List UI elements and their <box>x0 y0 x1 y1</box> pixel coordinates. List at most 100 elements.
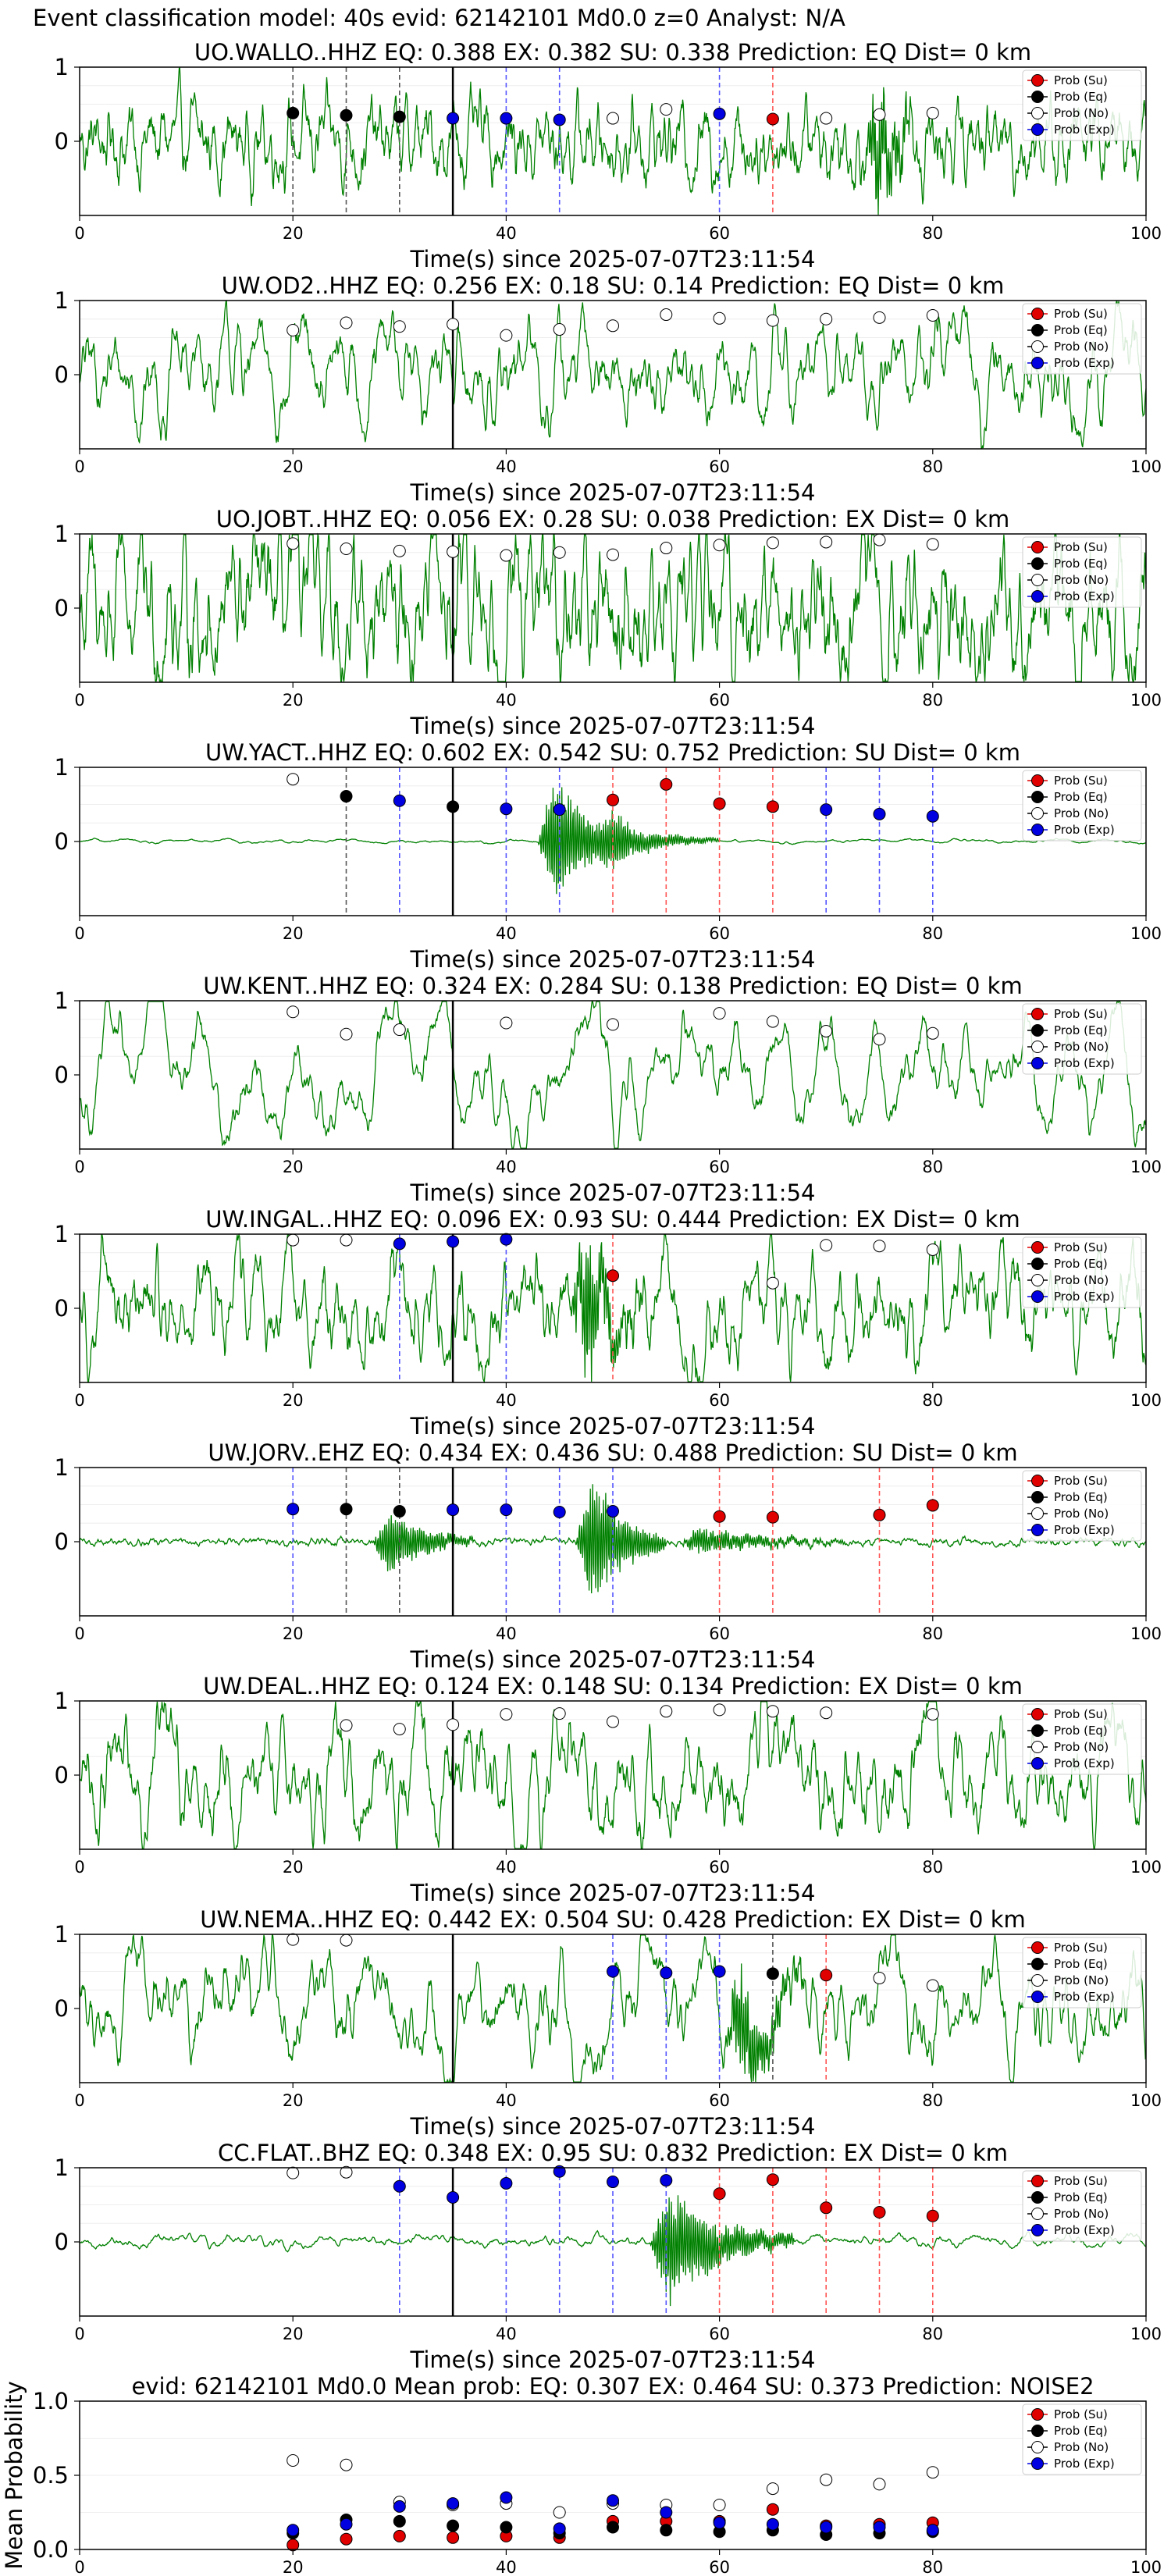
panel-title: UW.JORV..EHZ EQ: 0.434 EX: 0.436 SU: 0.4… <box>208 1439 1017 1466</box>
station-panel: UW.YACT..HHZ EQ: 0.602 EX: 0.542 SU: 0.7… <box>55 739 1162 973</box>
mean-point <box>820 2473 833 2486</box>
probability-point <box>713 107 726 120</box>
legend-marker <box>1031 107 1044 119</box>
mean-point <box>607 2494 619 2507</box>
y-tick-label: 1 <box>55 1921 69 1948</box>
legend-entry: Prob (Su) <box>1054 1240 1108 1254</box>
x-tick-label: 0 <box>74 2091 84 2110</box>
mean-point <box>287 2454 300 2467</box>
legend-entry: Prob (No) <box>1054 340 1109 354</box>
probability-point <box>873 1508 886 1521</box>
probability-point <box>393 1237 406 1251</box>
legend-marker <box>1031 1757 1044 1770</box>
x-tick-label: 80 <box>922 691 943 710</box>
legend-entry: Prob (No) <box>1054 106 1109 120</box>
legend: Prob (Su) Prob (Eq) Prob (No) Prob (Exp) <box>1022 1470 1142 1542</box>
x-tick-label: 100 <box>1130 924 1162 943</box>
legend-entry: Prob (No) <box>1054 1740 1109 1754</box>
x-tick-label: 100 <box>1130 1391 1162 1410</box>
legend-marker <box>1031 574 1044 586</box>
legend-entry: Prob (Exp) <box>1054 1990 1115 2004</box>
probability-point <box>340 1719 353 1732</box>
probability-point <box>713 797 726 810</box>
x-tick-label: 20 <box>283 691 304 710</box>
probability-point <box>660 777 673 791</box>
legend-marker <box>1031 791 1044 803</box>
series-no <box>287 2454 939 2519</box>
probability-point <box>393 1505 406 1518</box>
legend-entry: Prob (Su) <box>1054 2407 1108 2421</box>
y-tick-label: 1 <box>55 1688 69 1714</box>
legend-marker <box>1031 1241 1044 1254</box>
x-tick-label: 60 <box>709 1158 730 1176</box>
x-tick-label: 40 <box>496 2091 517 2110</box>
legend-entry: Prob (Exp) <box>1054 2223 1115 2237</box>
x-tick-label: 40 <box>496 1858 517 1877</box>
probability-point <box>340 1027 353 1041</box>
panel-title: UW.YACT..HHZ EQ: 0.602 EX: 0.542 SU: 0.7… <box>205 739 1020 766</box>
mean-point <box>500 2491 513 2504</box>
probability-point <box>287 1933 300 1946</box>
probability-point <box>820 1239 833 1252</box>
mean-point <box>660 2506 673 2519</box>
station-panel: UW.DEAL..HHZ EQ: 0.124 EX: 0.148 SU: 0.1… <box>55 1673 1162 1906</box>
x-tick-label: 20 <box>283 2558 304 2576</box>
waveform-trace <box>79 532 1147 683</box>
station-panel: CC.FLAT..BHZ EQ: 0.348 EX: 0.95 SU: 0.83… <box>55 2140 1162 2373</box>
probability-point <box>713 1703 726 1717</box>
x-tick-label: 60 <box>709 1624 730 1643</box>
station-panel: UW.NEMA..HHZ EQ: 0.442 EX: 0.504 SU: 0.4… <box>55 1906 1162 2140</box>
x-tick-label: 20 <box>283 1158 304 1176</box>
legend-box <box>1022 303 1142 375</box>
panel-title: UW.KENT..HHZ EQ: 0.324 EX: 0.284 SU: 0.1… <box>203 973 1022 999</box>
x-axis-label: Time(s) since 2025-07-07T23:11:54 <box>410 1646 816 1673</box>
station-panel: UO.WALLO..HHZ EQ: 0.388 EX: 0.382 SU: 0.… <box>55 39 1162 272</box>
legend-marker <box>1031 2208 1044 2220</box>
probability-point <box>766 800 779 813</box>
x-tick-label: 20 <box>283 1391 304 1410</box>
waveform-trace <box>79 301 1147 449</box>
x-tick-label: 40 <box>496 1158 517 1176</box>
legend-entry: Prob (Exp) <box>1054 1290 1115 1304</box>
legend-entry: Prob (Su) <box>1054 1941 1108 1955</box>
legend-entry: Prob (No) <box>1054 1273 1109 1287</box>
x-tick-label: 40 <box>496 457 517 476</box>
x-axis-label: Time(s) since 2025-07-07T23:11:54 <box>410 713 816 739</box>
panel-title: UW.NEMA..HHZ EQ: 0.442 EX: 0.504 SU: 0.4… <box>200 1906 1026 1933</box>
legend-entry: Prob (No) <box>1054 573 1109 587</box>
x-tick-label: 80 <box>922 1391 943 1410</box>
x-tick-label: 80 <box>922 924 943 943</box>
legend-entry: Prob (Su) <box>1054 774 1108 788</box>
mean-point <box>447 2531 460 2544</box>
legend-marker <box>1031 1041 1044 1053</box>
mean-point <box>873 2478 886 2491</box>
x-tick-label: 100 <box>1130 1858 1162 1877</box>
station-panel: UW.OD2..HHZ EQ: 0.256 EX: 0.18 SU: 0.14 … <box>55 272 1162 506</box>
y-tick-label: 1 <box>55 2154 69 2181</box>
probability-point <box>873 108 886 121</box>
probability-point <box>500 2176 513 2190</box>
mean-point <box>766 2503 779 2516</box>
x-tick-label: 80 <box>922 2325 943 2343</box>
legend-marker <box>1031 1974 1044 1987</box>
probability-point <box>287 324 300 336</box>
legend-marker <box>1031 2191 1044 2204</box>
probability-point <box>820 1024 833 1037</box>
mean-point <box>820 2521 833 2534</box>
mean-point <box>660 2524 673 2537</box>
y-tick-label: 1 <box>55 987 69 1014</box>
mean-point <box>873 2521 886 2534</box>
probability-point <box>713 539 726 552</box>
probability-point <box>393 794 406 807</box>
probability-point <box>766 1015 779 1028</box>
probability-point <box>820 112 833 125</box>
legend: Prob (Su) Prob (Eq) Prob (No) Prob (Exp) <box>1022 2403 1142 2475</box>
legend: Prob (Su) Prob (Eq) Prob (No) Prob (Exp) <box>1022 1236 1142 1308</box>
probability-point <box>340 1503 353 1516</box>
probability-point <box>660 1966 673 1980</box>
legend-entry: Prob (Eq) <box>1054 2424 1108 2438</box>
probability-point <box>926 809 939 823</box>
x-tick-label: 40 <box>496 691 517 710</box>
mean-point <box>393 2500 406 2513</box>
legend-marker <box>1031 2441 1044 2453</box>
